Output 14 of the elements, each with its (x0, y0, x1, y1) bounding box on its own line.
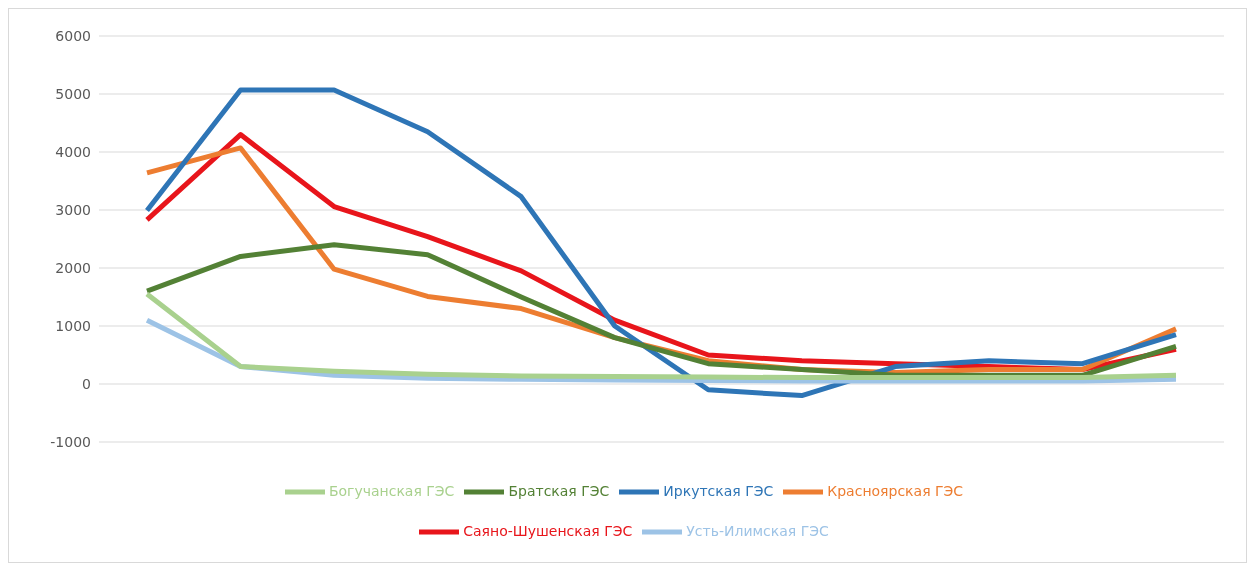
y-tick-label: -1000 (50, 433, 91, 450)
legend-label: Саяно-Шушенская ГЭС (463, 523, 633, 539)
legend-label: Иркутская ГЭС (663, 483, 774, 499)
y-tick-label: 0 (82, 375, 91, 392)
y-tick-label: 1000 (55, 317, 91, 334)
y-tick-label: 2000 (55, 259, 91, 276)
y-tick-label: 6000 (55, 27, 91, 44)
y-tick-label: 3000 (55, 201, 91, 218)
legend-label: Богучанская ГЭС (328, 483, 455, 499)
legend-label: Братская ГЭС (508, 483, 610, 499)
y-tick-label: 5000 (55, 85, 91, 102)
legend-label: Красноярская ГЭС (827, 483, 964, 499)
legend-label: Усть-Илимская ГЭС (686, 523, 829, 539)
y-tick-label: 4000 (55, 143, 91, 160)
